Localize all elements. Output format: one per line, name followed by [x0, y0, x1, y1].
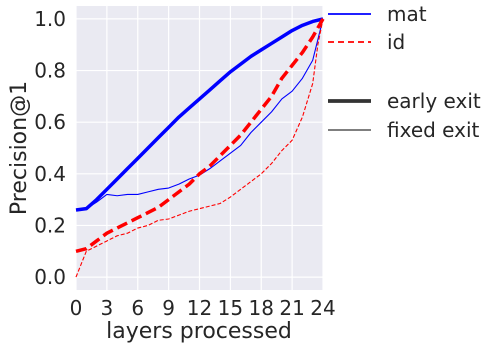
legend: mat id early exit fixed exit: [328, 2, 481, 142]
series-line-mat-early: [75, 17, 324, 212]
y-tick-label: 1.0: [34, 7, 66, 31]
grid: [75, 6, 324, 290]
tick-labels: 0 3 6 9 12 15 18 21 24 0.0 0.2 0.4 0.6 0.8 1.0: [34, 7, 336, 320]
y-tick-label: 0.6: [34, 110, 66, 134]
series-line-id-early: [75, 18, 325, 253]
y-tick-label: 0.2: [34, 213, 66, 237]
y-tick-label: 0.4: [34, 162, 66, 186]
legend-label-mat: mat: [387, 2, 427, 26]
y-tick-label: 0.8: [34, 59, 66, 83]
x-tick-label: 6: [131, 296, 144, 320]
x-axis-label: layers processed: [106, 319, 292, 344]
legend-label-early-exit: early exit: [387, 89, 481, 113]
x-tick-label: 0: [70, 296, 83, 320]
x-tick-label: 18: [249, 296, 274, 320]
y-axis-label: Precision@1: [7, 81, 32, 215]
series-line-id-fixed: [75, 18, 324, 278]
y-tick-label: 0.0: [34, 265, 66, 289]
x-tick-label: 9: [162, 296, 175, 320]
legend-label-id: id: [387, 30, 405, 54]
x-tick-label: 3: [101, 296, 114, 320]
legend-label-fixed-exit: fixed exit: [387, 118, 480, 142]
x-tick-label: 24: [310, 296, 335, 320]
series-layer: [75, 17, 325, 278]
x-tick-label: 21: [279, 296, 304, 320]
x-tick-label: 12: [187, 296, 212, 320]
x-tick-label: 15: [218, 296, 243, 320]
